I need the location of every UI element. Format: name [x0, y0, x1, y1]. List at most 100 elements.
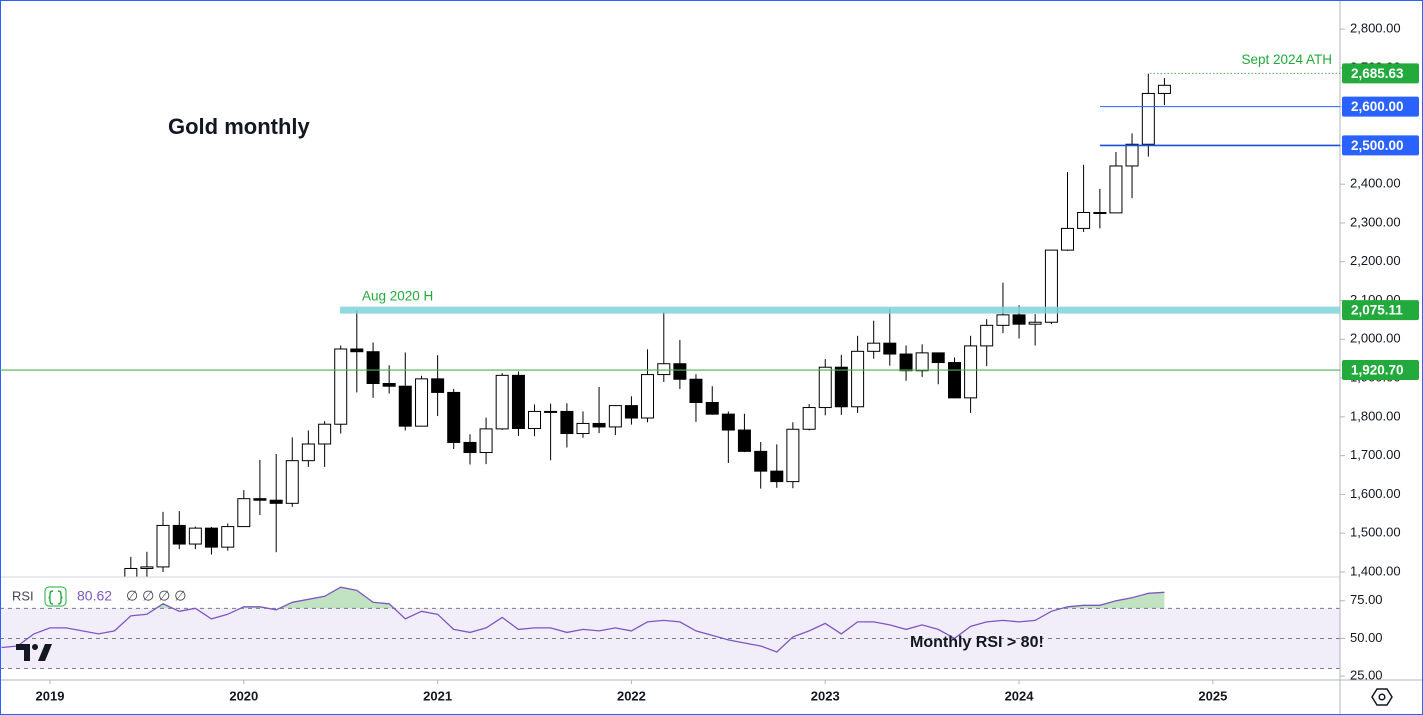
candle-body	[964, 345, 978, 399]
x-tick-label: 2019	[36, 688, 65, 703]
level-label: 2,685.63	[1351, 66, 1404, 81]
candle-body	[721, 413, 735, 431]
candle-body	[931, 352, 945, 364]
candle-body	[301, 443, 315, 462]
rsi-overbought-fill	[156, 587, 1165, 609]
candle-body	[980, 324, 994, 347]
candle-body	[528, 410, 542, 429]
candle-body	[754, 450, 768, 472]
candle-body	[463, 441, 477, 454]
candle-body	[834, 366, 848, 408]
candle-body	[1109, 165, 1123, 214]
candle-body	[318, 423, 332, 445]
candle-body	[576, 422, 590, 435]
y-tick-label: 1,800.00	[1350, 408, 1401, 423]
candle-body	[1061, 227, 1075, 251]
candle-body	[818, 366, 832, 409]
price-pane	[124, 73, 1171, 577]
x-tick-label: 2021	[423, 688, 452, 703]
y-tick-label: 1,400.00	[1350, 563, 1401, 578]
candle-body	[269, 499, 283, 504]
candle-body	[447, 391, 461, 443]
candle-body	[899, 353, 913, 372]
candle-body	[641, 374, 655, 419]
candle-body	[948, 362, 962, 399]
y-tick-label: 2,300.00	[1350, 214, 1401, 229]
rsi-annotation: Monthly RSI > 80!	[910, 634, 1044, 651]
candle-body	[867, 342, 881, 352]
y-tick-label: 1,600.00	[1350, 486, 1401, 501]
candle-body	[851, 350, 865, 408]
candle-body	[511, 374, 525, 429]
candle-body	[156, 524, 170, 568]
level-label-box	[1342, 135, 1419, 156]
candle-body	[1044, 249, 1058, 323]
x-tick-label: 2023	[811, 688, 840, 703]
rsi-last-value: 80.62	[77, 588, 112, 604]
candle-body	[366, 351, 380, 385]
y-tick-label: 25.00	[1350, 668, 1383, 683]
x-tick-label: 2025	[1198, 688, 1227, 703]
candle-body	[1077, 211, 1091, 229]
candle-body	[802, 407, 816, 430]
candle-body	[204, 527, 218, 548]
candle-body	[140, 566, 154, 569]
rsi-pane	[0, 586, 1340, 670]
logo	[16, 644, 52, 661]
settings-button[interactable]	[1371, 688, 1393, 706]
rsi-line	[1, 586, 1165, 653]
candle-body	[915, 352, 929, 372]
candle-body	[334, 348, 348, 425]
candle-body	[996, 314, 1010, 326]
candle-body	[124, 567, 138, 577]
candle-body	[350, 348, 364, 353]
x-tick-label: 2020	[229, 688, 258, 703]
candle-body	[431, 378, 445, 393]
candle-body	[221, 526, 235, 548]
candle-body	[786, 428, 800, 483]
candle-body	[495, 374, 509, 430]
rsi-settings-icon[interactable]	[44, 586, 67, 607]
y-tick-label: 1,700.00	[1350, 447, 1401, 462]
y-tick-label: 2,200.00	[1350, 253, 1401, 268]
y-tick-label: 2,400.00	[1350, 176, 1401, 191]
candle-body	[1093, 211, 1107, 214]
x-tick-label: 2022	[617, 688, 646, 703]
candle-body	[382, 383, 396, 387]
candle-body	[1141, 92, 1155, 145]
level-annotation: Sept 2024 ATH	[1241, 52, 1332, 67]
y-tick-label: 50.00	[1350, 630, 1383, 645]
rsi-band-fill	[0, 608, 1340, 669]
candle-body	[479, 428, 493, 454]
y-tick-label: 2,800.00	[1350, 21, 1401, 36]
rsi-indicators: ∅ ∅ ∅ ∅	[126, 588, 186, 604]
candle-body	[398, 385, 412, 427]
candle-body	[689, 378, 703, 404]
candle-body	[592, 422, 606, 428]
level-label-box	[1342, 300, 1419, 321]
y-tick-label: 1,500.00	[1350, 525, 1401, 540]
candle-body	[705, 402, 719, 415]
candle-body	[1012, 314, 1026, 325]
candle-body	[1028, 321, 1042, 325]
candle-body	[415, 378, 429, 427]
candle-body	[285, 460, 299, 504]
candle-body	[253, 498, 267, 501]
level-label: 2,600.00	[1351, 99, 1404, 114]
candle-body	[172, 524, 186, 545]
candle-body	[608, 405, 622, 428]
candle-body	[560, 410, 574, 435]
candle-body	[188, 527, 202, 545]
level-annotation: Aug 2020 H	[362, 289, 433, 304]
candle-body	[737, 429, 751, 452]
candle-body	[883, 342, 897, 355]
level-label: 1,920.70	[1351, 363, 1404, 378]
candle-body	[237, 498, 251, 528]
x-tick-label: 2024	[1005, 688, 1035, 703]
candle-body	[624, 405, 638, 419]
candle-body	[770, 470, 784, 483]
level-label-box	[1342, 360, 1419, 381]
level-label-box	[1342, 63, 1419, 84]
